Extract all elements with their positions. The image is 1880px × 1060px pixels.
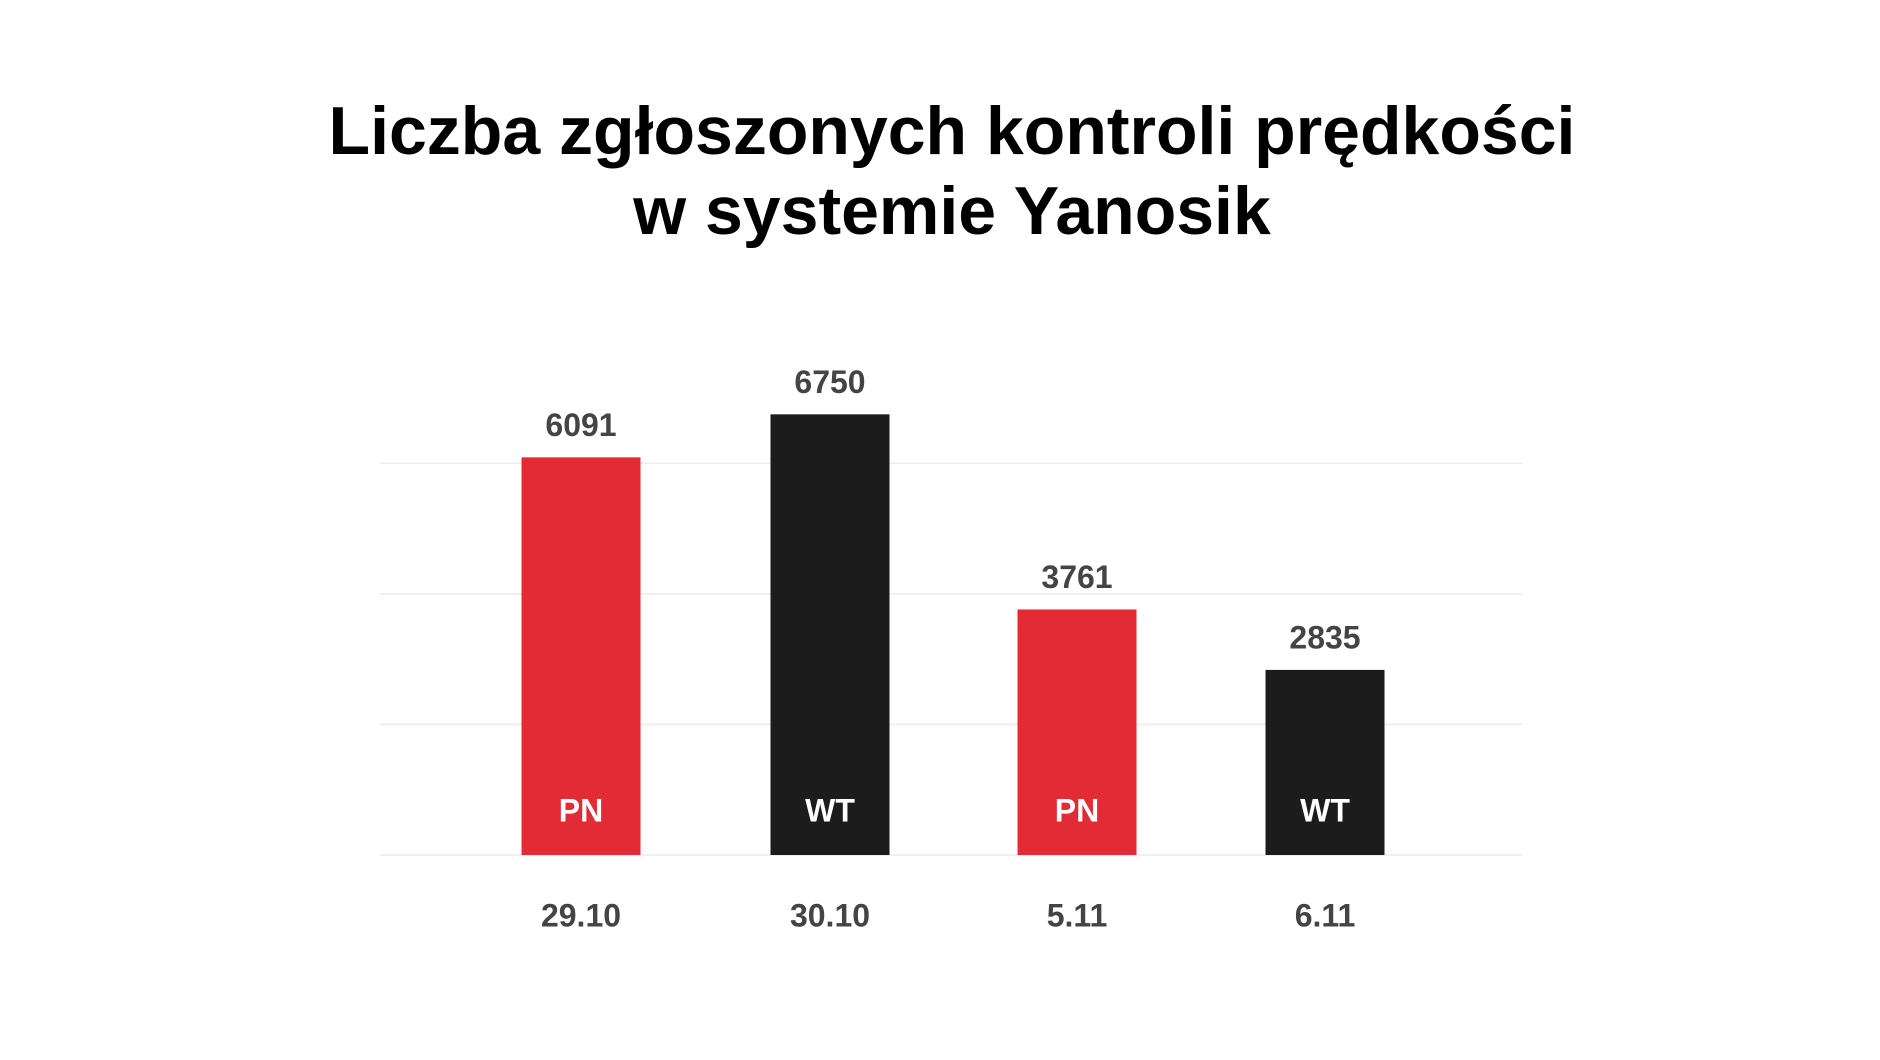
value-label: 6750 [794,364,865,400]
bar [770,414,890,855]
x-tick-label: 6.11 [1295,897,1356,933]
value-label: 2835 [1289,619,1360,655]
x-tick-label: 30.10 [790,897,870,933]
day-label: PN [559,792,603,828]
day-label: WT [805,792,855,828]
value-label: 6091 [545,407,616,443]
bar [1017,609,1137,855]
x-tick-label: 29.10 [541,897,621,933]
x-tick-label: 5.11 [1047,897,1108,933]
chart-title: Liczba zgłoszonych kontroli prędkości [329,93,1576,169]
chart-title: w systemie Yanosik [632,173,1271,249]
day-label: WT [1300,792,1350,828]
bar [1265,669,1385,855]
day-label: PN [1055,792,1099,828]
bar [521,457,641,855]
value-label: 3761 [1041,559,1112,595]
